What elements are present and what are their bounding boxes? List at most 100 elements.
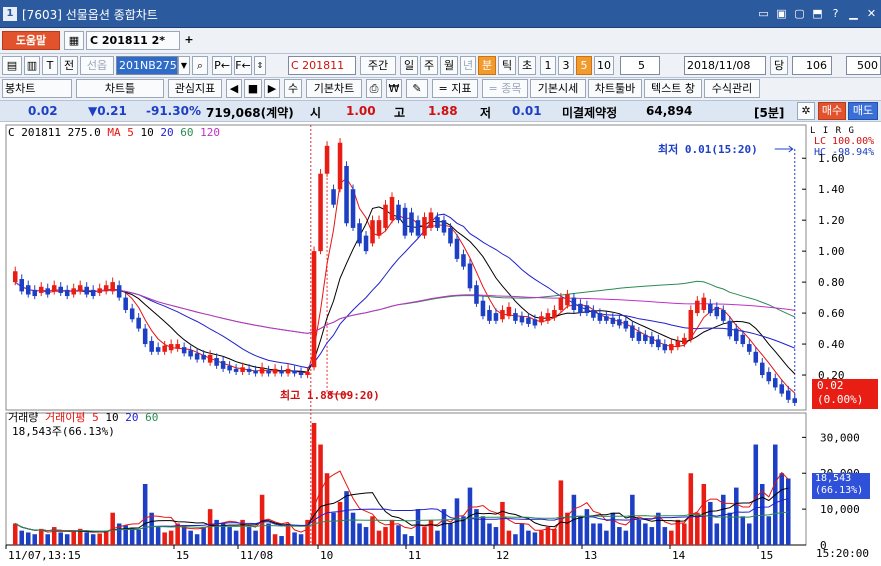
stop-icon[interactable]: ■ (244, 79, 262, 98)
item-button[interactable]: = 종목 (482, 79, 528, 98)
all-button[interactable]: 전 (60, 56, 78, 75)
month-button[interactable]: 월 (440, 56, 458, 75)
tile-icon[interactable]: ▢ (794, 7, 805, 20)
date-input[interactable]: 2018/11/08 (684, 56, 766, 75)
watch-indicator-button[interactable]: 관심지표 (168, 79, 222, 98)
candle-body (701, 297, 707, 310)
day-button[interactable]: 일 (400, 56, 418, 75)
right-icon[interactable]: ▶ (264, 79, 280, 98)
layout-icon[interactable]: ▣ (776, 7, 787, 20)
volume-bar (285, 523, 291, 545)
prev-icon[interactable]: P← (212, 56, 232, 75)
search-icon[interactable]: ⌕ (192, 56, 208, 75)
current-volume-text: 18,543주(66.13%) (12, 425, 115, 438)
volume-bar (740, 516, 746, 545)
minimize-icon[interactable]: ▁ (849, 7, 858, 20)
chart-type-select[interactable]: 봉차트 (2, 79, 72, 98)
volume-bar (123, 525, 128, 545)
candle-body (253, 370, 258, 374)
volume-bar (539, 530, 544, 545)
candle-body (240, 367, 245, 372)
candle-body (188, 350, 193, 357)
add-tab-button[interactable]: + (184, 33, 194, 46)
printer-icon[interactable]: ⎙ (366, 79, 382, 98)
chart-svg[interactable]: 1.60 1.40 1.20 1.00 0.80 0.60 0.40 0.20 30,000 20… (0, 123, 881, 563)
volume-bar (448, 523, 453, 545)
candle-body (149, 340, 154, 352)
week-button[interactable]: 주 (420, 56, 438, 75)
chart-setting-icon[interactable]: ▦ (64, 31, 84, 50)
chart-area[interactable]: 1.60 1.40 1.20 1.00 0.80 0.60 0.40 0.20 30,000 20… (0, 123, 881, 563)
interval-select[interactable]: 5 (620, 56, 660, 75)
candle-body (506, 306, 512, 317)
candle-body (500, 309, 505, 320)
candle-body (766, 371, 772, 382)
second-button[interactable]: 초 (518, 56, 536, 75)
volume-bar (84, 532, 89, 545)
left-icon[interactable]: ◀ (226, 79, 242, 98)
won-button[interactable]: ₩ (386, 79, 402, 98)
chart-toolbar-button[interactable]: 차트툴바 (588, 79, 642, 98)
dang-button[interactable]: 당 (770, 56, 788, 75)
candle-body (643, 334, 648, 341)
help-icon[interactable]: ? (832, 7, 839, 20)
formula-mgmt-button[interactable]: 수식관리 (704, 79, 760, 98)
interval-10-button[interactable]: 10 (594, 56, 614, 75)
indicator-button[interactable]: = 지표 (432, 79, 478, 98)
candle-body (19, 279, 25, 292)
chart-frame-select[interactable]: 차트틀 (76, 79, 164, 98)
sell-button[interactable]: 매도 (848, 102, 878, 120)
settings-icon[interactable]: ✲ (797, 102, 815, 120)
minute-button[interactable]: 분 (478, 56, 496, 75)
basic-quote-button[interactable]: 기본시세 (530, 79, 586, 98)
candle-body (714, 306, 720, 317)
candle-body (578, 303, 583, 314)
select-button[interactable]: 선옵 (80, 56, 114, 75)
volume-bar (701, 484, 707, 545)
candle-body (305, 371, 310, 376)
tick-button[interactable]: 틱 (498, 56, 516, 75)
text-window-button[interactable]: 텍스트 창 (644, 79, 702, 98)
buy-button[interactable]: 매수 (818, 102, 846, 120)
volume-bar (734, 487, 739, 545)
split-icon[interactable]: ⬒ (812, 7, 823, 20)
code-input[interactable]: 201NB275 (116, 56, 178, 75)
legend-code: C 201811 275.0 (8, 126, 101, 139)
volume-bar (617, 527, 622, 545)
price-tick-label: 0.60 (818, 307, 845, 320)
restore-icon[interactable]: ▭ (758, 7, 769, 20)
volume-bar (487, 523, 492, 545)
volume-tick-label: 10,000 (820, 503, 860, 516)
candle-body (84, 286, 89, 295)
interval-3-button[interactable]: 3 (558, 56, 574, 75)
volume-bar (545, 527, 551, 545)
year-button[interactable]: 년 (460, 56, 476, 75)
grid-icon[interactable]: ▤ (2, 56, 22, 75)
text-button[interactable]: T (42, 56, 58, 75)
candle-body (279, 370, 284, 374)
candle-body (422, 217, 427, 236)
candle-body (792, 398, 798, 403)
spin-icon[interactable]: ⇕ (254, 56, 266, 75)
volume-legend: 거래량 거래이평 5 10 20 60 (8, 409, 158, 425)
tool-icon[interactable]: ✎ (406, 79, 428, 98)
unfilled-label: 미결제약정 (562, 106, 618, 120)
next-icon[interactable]: F← (234, 56, 252, 75)
count-input[interactable]: 106 (792, 56, 832, 75)
candle-body (584, 305, 590, 314)
week-period-button[interactable]: 주간 (360, 56, 396, 75)
tab-code[interactable]: C 201811 2* (86, 31, 180, 50)
help-button[interactable]: 도움말 (2, 31, 60, 50)
total-input[interactable]: 500 (846, 56, 881, 75)
stack-icon[interactable]: ▥ (24, 56, 40, 75)
volume-bar (129, 527, 135, 545)
close-icon[interactable]: ✕ (866, 7, 877, 20)
interval-5-button[interactable]: 5 (576, 56, 592, 75)
basic-chart-button[interactable]: 기본차트 (306, 79, 362, 98)
volume-bar (565, 512, 570, 545)
interval-1-button[interactable]: 1 (540, 56, 556, 75)
number-button[interactable]: 수 (284, 79, 302, 98)
volume-bar (272, 534, 278, 545)
dropdown-icon[interactable]: ▼ (178, 56, 190, 75)
legend-ma: MA (107, 126, 121, 139)
